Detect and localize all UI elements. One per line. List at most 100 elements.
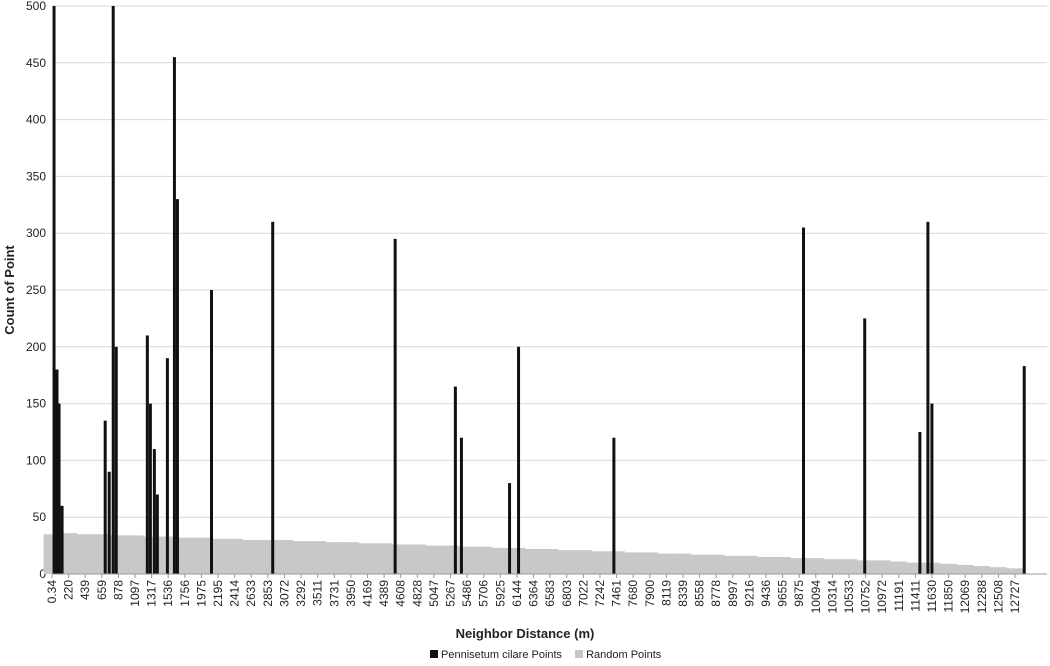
y-tick-label: 0 [39, 567, 46, 581]
x-tick-label: 9875 [792, 580, 806, 607]
x-tick-label: 5267 [444, 580, 458, 607]
bar [989, 567, 1007, 574]
x-tick-label: 4828 [410, 580, 424, 607]
bar [802, 227, 806, 574]
bar [292, 541, 310, 574]
bar [930, 403, 934, 574]
y-tick-label: 50 [33, 510, 47, 524]
bar [973, 566, 991, 574]
bar [774, 556, 791, 574]
x-tick-label: 11630 [925, 580, 939, 613]
bar [375, 543, 393, 574]
bar [107, 471, 111, 574]
x-tick-label: 7022 [576, 580, 590, 607]
x-tick-label: 7242 [593, 580, 607, 607]
bar [165, 358, 169, 574]
x-tick-label: 4389 [377, 580, 391, 607]
x-tick-label: 5486 [460, 580, 474, 607]
bar [172, 57, 176, 575]
x-tick-label: 2853 [261, 580, 275, 607]
bar [840, 559, 858, 574]
bar [210, 290, 214, 574]
legend-swatch [575, 650, 584, 658]
bar [126, 535, 144, 574]
bar [152, 449, 156, 574]
x-tick-label: 6364 [527, 580, 541, 607]
x-tick-label: 3731 [327, 580, 341, 607]
y-tick-label: 250 [26, 283, 46, 297]
bar [475, 546, 493, 574]
legend-label: Random Points [586, 649, 662, 661]
bar [612, 437, 616, 574]
bar [145, 335, 149, 574]
x-tick-label: 439 [78, 580, 92, 600]
bar [740, 555, 758, 574]
x-tick-label: 6803 [560, 580, 574, 607]
bar [541, 549, 559, 574]
bar [342, 542, 360, 574]
bar [1022, 366, 1026, 574]
x-tick-label: 220 [62, 580, 76, 600]
x-tick-label: 5925 [493, 580, 507, 607]
y-axis-title: Count of Point [2, 245, 17, 335]
bar [906, 562, 924, 574]
bar [393, 238, 397, 574]
x-tick-label: 3292 [294, 580, 308, 607]
bar [309, 541, 327, 574]
x-tick-label: 8778 [709, 580, 723, 607]
x-tick-label: 2633 [244, 580, 258, 607]
bar [517, 346, 521, 574]
bar [52, 6, 56, 574]
bar [242, 539, 260, 574]
x-tick-label: 8339 [676, 580, 690, 607]
x-tick-label: 4169 [360, 580, 374, 607]
x-tick-label: 0.34 [45, 580, 59, 604]
bar [657, 553, 675, 574]
x-tick-label: 10094 [809, 580, 823, 614]
bar [940, 563, 958, 574]
x-tick-label: 4608 [394, 580, 408, 607]
y-tick-label: 300 [26, 226, 46, 240]
x-tick-label: 10752 [859, 580, 873, 614]
bar [459, 437, 463, 574]
x-tick-label: 10972 [875, 580, 889, 614]
bar [918, 432, 922, 574]
bar [76, 534, 94, 574]
x-tick-label: 659 [95, 580, 109, 600]
bar [558, 550, 576, 574]
x-tick-label: 878 [111, 580, 125, 600]
y-tick-label: 500 [26, 0, 46, 13]
x-tick-label: 5706 [477, 580, 491, 607]
bar [276, 539, 293, 574]
bar [508, 483, 512, 574]
bar [674, 553, 692, 574]
y-tick-label: 100 [26, 453, 46, 467]
y-tick-label: 400 [26, 113, 46, 127]
bar [574, 550, 592, 574]
bar [60, 505, 64, 574]
x-tick-label: 6583 [543, 580, 557, 607]
bar [624, 552, 642, 574]
legend-swatch [430, 650, 438, 658]
bar [873, 560, 891, 574]
x-tick-label: 6144 [510, 580, 524, 607]
bar [176, 537, 194, 574]
bar [155, 494, 159, 574]
bar [591, 551, 609, 574]
x-tick-label: 3950 [344, 580, 358, 607]
bar [926, 221, 930, 574]
bar [55, 369, 59, 574]
x-tick-label: 1756 [178, 580, 192, 607]
bar [691, 554, 708, 574]
bar [1006, 568, 1024, 574]
bar [193, 537, 210, 574]
bar [608, 551, 625, 574]
x-tick-label: 3072 [277, 580, 291, 607]
y-tick-label: 450 [26, 56, 46, 70]
bar [209, 538, 227, 574]
bar [508, 547, 526, 574]
x-tick-label: 9655 [776, 580, 790, 607]
x-tick-label: 5047 [427, 580, 441, 607]
y-tick-label: 150 [26, 397, 46, 411]
bar [890, 561, 908, 574]
